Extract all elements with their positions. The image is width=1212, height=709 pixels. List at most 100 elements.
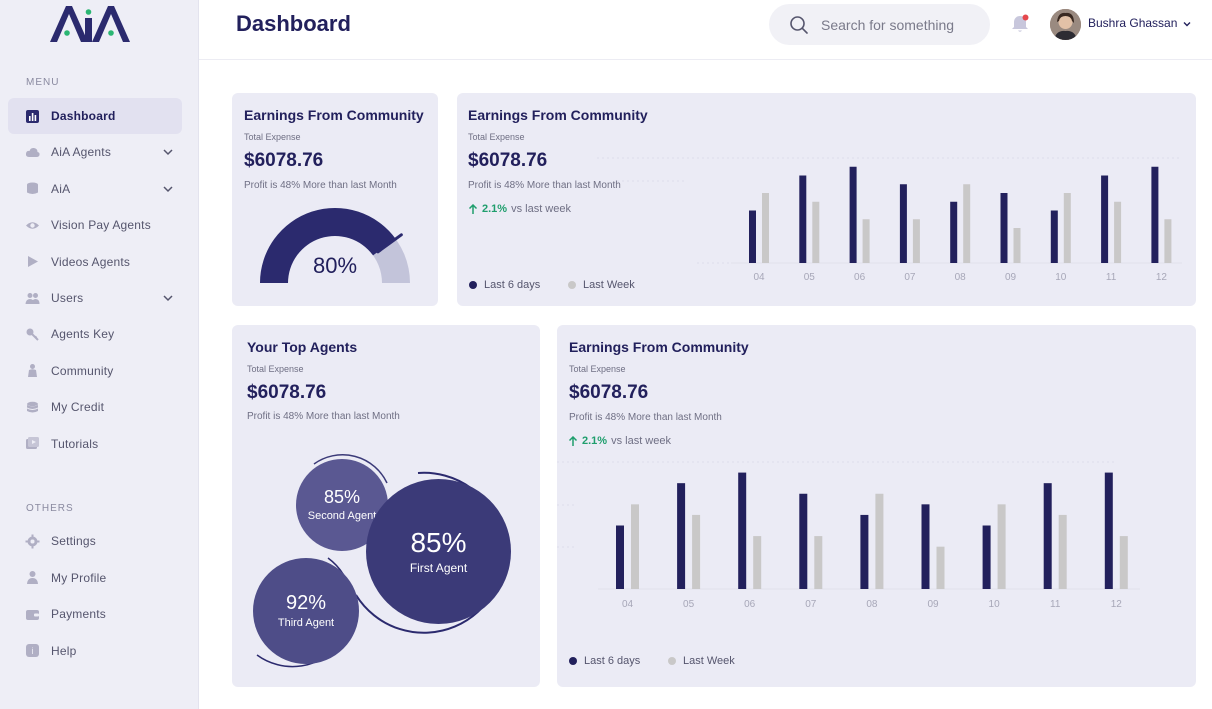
card-amount: $6078.76	[569, 382, 649, 403]
bubble-agent-name: Third Agent	[277, 617, 335, 629]
svg-text:i: i	[32, 646, 34, 656]
sidebar-item-settings[interactable]: Settings	[8, 523, 182, 559]
bar-last-6-days-06[interactable]	[738, 472, 747, 589]
others-section-label: OTHERS	[26, 503, 74, 514]
sidebar-item-help[interactable]: i Help	[8, 633, 182, 669]
trend-indicator: 2.1% vs last week	[568, 435, 671, 447]
card-profit-text: Profit is 48% More than last Month	[569, 412, 722, 423]
sidebar-item-tutorials[interactable]: Tutorials	[8, 426, 182, 462]
third-agent-bubble[interactable]: 92% Third Agent	[253, 558, 359, 664]
bar-last-6-days-11[interactable]	[1101, 175, 1109, 264]
bar-last-6-days-10[interactable]	[982, 525, 991, 590]
sidebar-item-agents-key[interactable]: Agents Key	[8, 316, 182, 352]
bar-last-week-04[interactable]	[631, 504, 639, 589]
earnings-bar-card-top: Earnings From Community Total Expense $6…	[457, 93, 1196, 306]
sidebar-item-my-profile[interactable]: My Profile	[8, 560, 182, 596]
bar-last-week-12[interactable]	[1119, 536, 1128, 589]
bar-last-week-05[interactable]	[692, 514, 701, 589]
bar-last-week-07[interactable]	[814, 536, 823, 589]
bar-last-6-days-09[interactable]	[921, 504, 930, 589]
legend-last-week[interactable]: Last Week	[568, 279, 635, 291]
chevron-down-icon[interactable]	[162, 183, 174, 195]
bar-last-6-days-11[interactable]	[1043, 483, 1052, 589]
bar-last-6-days-04[interactable]	[749, 210, 756, 264]
sidebar-item-videos-agents[interactable]: Videos Agents	[8, 244, 182, 280]
sidebar-item-community[interactable]: Community	[8, 353, 182, 389]
card-amount: $6078.76	[468, 150, 548, 171]
x-tick-label: 07	[805, 599, 817, 610]
sidebar-item-vision-pay-agents[interactable]: Vision Pay Agents	[8, 207, 182, 243]
bar-last-6-days-10[interactable]	[1050, 210, 1058, 264]
legend-label: Last 6 days	[484, 279, 541, 291]
bar-last-6-days-05[interactable]	[799, 175, 807, 264]
bar-last-week-09[interactable]	[1013, 228, 1021, 263]
sidebar-item-my-credit[interactable]: My Credit	[8, 389, 182, 425]
sidebar-item-label: Videos Agents	[51, 254, 131, 269]
legend-label: Last 6 days	[584, 655, 641, 667]
bar-last-week-07[interactable]	[912, 219, 920, 263]
bar-last-6-days-09[interactable]	[1000, 193, 1008, 263]
legend-last-week[interactable]: Last Week	[668, 655, 735, 667]
bar-last-week-11[interactable]	[1058, 514, 1067, 589]
legend-last-6-days[interactable]: Last 6 days	[469, 279, 540, 291]
bar-last-6-days-05[interactable]	[677, 483, 686, 589]
first-agent-bubble[interactable]: 85% First Agent	[366, 479, 511, 624]
chevron-down-icon[interactable]	[162, 292, 174, 304]
bar-last-6-days-04[interactable]	[616, 525, 624, 590]
user-name[interactable]: Bushra Ghassan	[1088, 16, 1178, 30]
gauge-indicator	[376, 233, 403, 254]
card-subtitle: Total Expense	[468, 132, 525, 142]
x-tick-label: 05	[683, 599, 695, 610]
x-tick-label: 08	[866, 599, 878, 610]
bar-last-6-days-07[interactable]	[899, 184, 907, 263]
user-menu-chevron-icon[interactable]	[1182, 19, 1192, 29]
x-tick-label: 11	[1050, 599, 1061, 610]
aia-logo[interactable]	[48, 2, 132, 46]
x-tick-label: 04	[622, 599, 634, 610]
notification-bell-icon[interactable]	[1009, 13, 1031, 35]
bar-last-6-days-07[interactable]	[799, 493, 808, 589]
users-icon	[25, 291, 40, 306]
legend-dot	[668, 657, 676, 665]
bar-last-week-10[interactable]	[997, 504, 1006, 589]
bar-last-6-days-12[interactable]	[1104, 472, 1113, 589]
arrow-up-icon	[468, 203, 478, 214]
search-input[interactable]	[821, 16, 971, 33]
card-profit-text: Profit is 48% More than last Month	[468, 180, 621, 191]
bar-last-6-days-06[interactable]	[849, 166, 857, 263]
sidebar-item-label: Tutorials	[51, 436, 99, 451]
bar-last-week-05[interactable]	[812, 201, 820, 263]
sidebar-item-users[interactable]: Users	[8, 280, 182, 316]
x-tick-label: 08	[955, 272, 967, 283]
sidebar-item-aia[interactable]: AiA	[8, 171, 182, 207]
search-bar[interactable]	[769, 4, 990, 45]
bar-last-6-days-08[interactable]	[950, 201, 958, 263]
bubble-agent-name: Second Agent	[307, 510, 377, 522]
user-avatar[interactable]	[1050, 9, 1081, 40]
bar-last-week-09[interactable]	[936, 546, 945, 589]
bar-last-week-10[interactable]	[1063, 193, 1071, 263]
chevron-down-icon[interactable]	[162, 146, 174, 158]
sidebar-item-payments[interactable]: Payments	[8, 596, 182, 632]
trend-value: 2.1%	[582, 435, 608, 447]
bar-last-week-08[interactable]	[875, 493, 884, 589]
bar-last-6-days-12[interactable]	[1151, 166, 1159, 263]
bar-last-6-days-08[interactable]	[860, 514, 869, 589]
community-icon	[25, 363, 40, 378]
bar-last-week-06[interactable]	[753, 536, 762, 589]
bar-last-week-11[interactable]	[1114, 201, 1122, 263]
sidebar-item-label: AiA	[51, 181, 71, 196]
sidebar-item-dashboard[interactable]: Dashboard	[8, 98, 182, 134]
sidebar-item-aia-agents[interactable]: AiA Agents	[8, 134, 182, 170]
wallet-icon	[25, 607, 40, 622]
legend-last-6-days[interactable]: Last 6 days	[569, 655, 640, 667]
help-icon: i	[25, 643, 40, 658]
bar-chart-top: 04 05 06 07 08 09 10 11 12	[597, 157, 1182, 283]
bar-last-week-06[interactable]	[862, 219, 870, 263]
bar-last-week-12[interactable]	[1164, 219, 1172, 263]
card-profit-text: Profit is 48% More than last Month	[244, 180, 397, 191]
bar-last-week-04[interactable]	[762, 193, 769, 263]
bar-last-week-08[interactable]	[963, 184, 971, 263]
x-tick-label: 06	[854, 272, 866, 283]
sidebar-item-label: My Profile	[51, 570, 107, 585]
